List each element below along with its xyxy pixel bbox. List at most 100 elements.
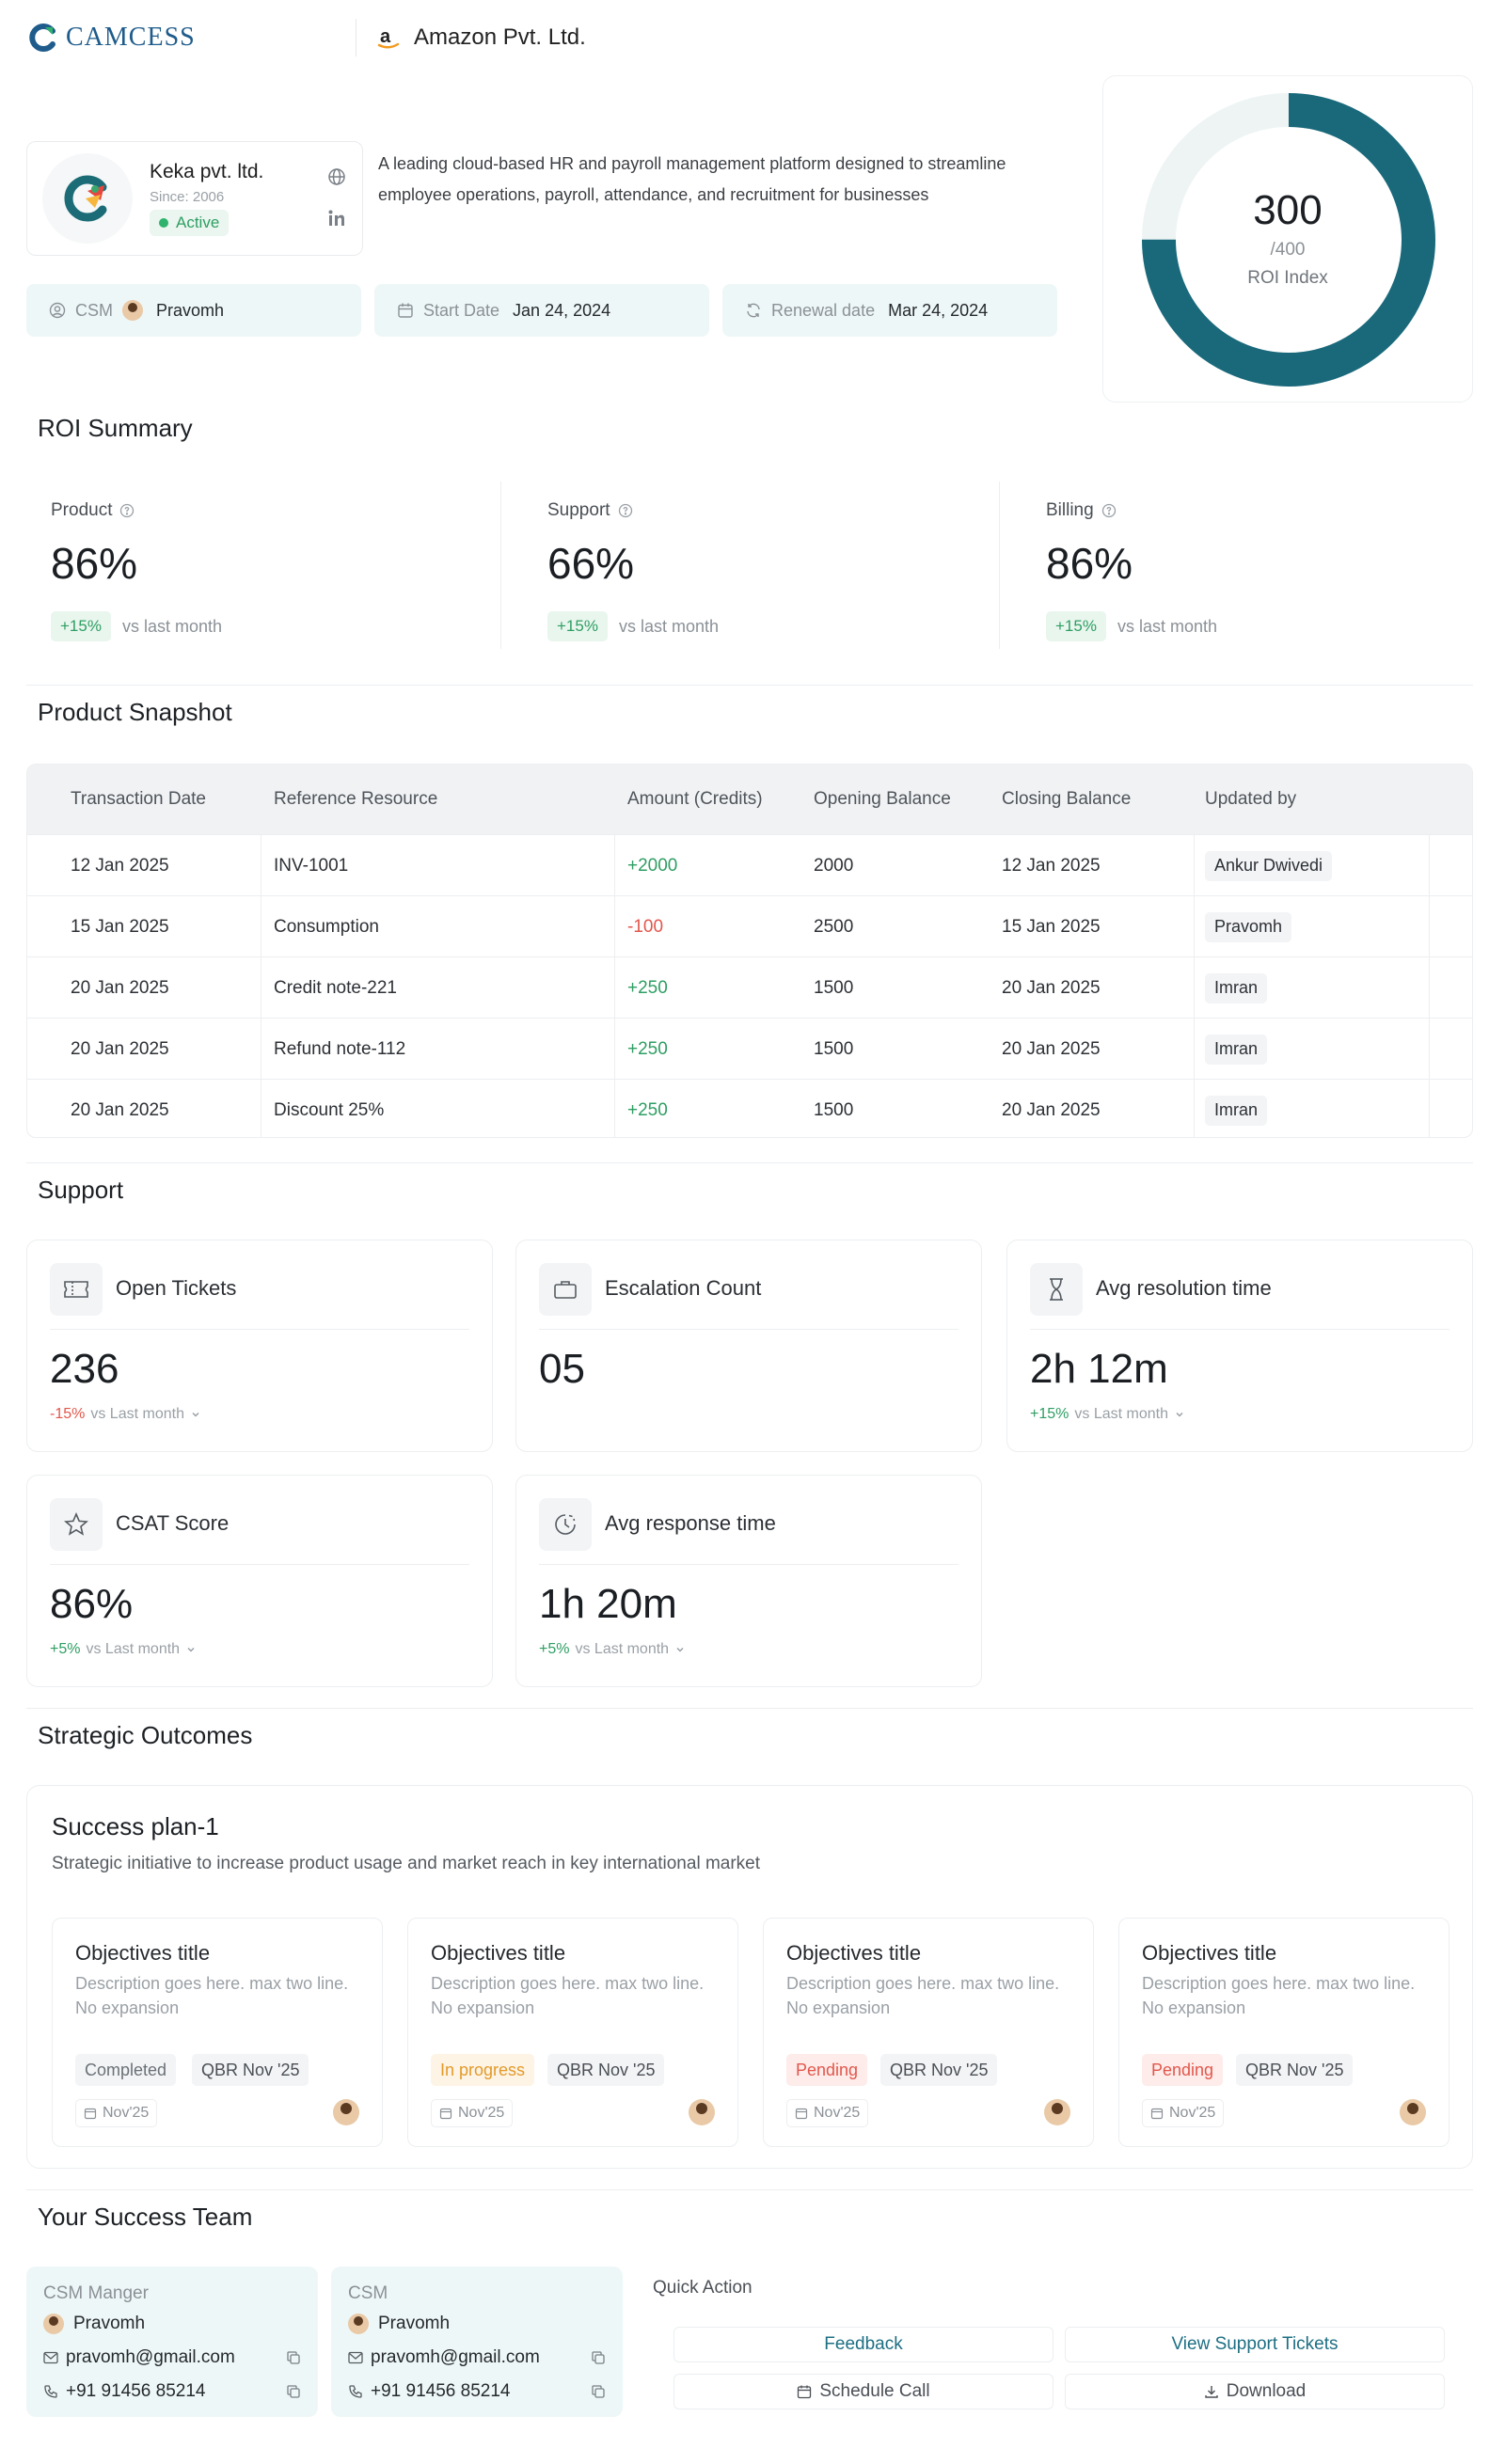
escalation-count-card[interactable]: Escalation Count 05 [515,1240,982,1452]
card-title: Avg resolution time [1096,1276,1272,1300]
cell-amount: +250 [627,977,668,998]
card-divider [539,1564,958,1565]
metric-delta: +15% [51,611,111,641]
card-value: 2h 12m [1030,1346,1168,1392]
objective-title: Objectives title [1142,1941,1277,1965]
calendar-icon [797,2384,812,2399]
avg-resolution-card[interactable]: Avg resolution time 2h 12m +15% vs Last … [1006,1240,1473,1452]
card-value: 236 [50,1346,119,1392]
open-tickets-card[interactable]: Open Tickets 236 -15% vs Last month [26,1240,493,1452]
avatar[interactable] [689,2099,715,2125]
card-value: 05 [539,1346,585,1392]
card-delta[interactable]: +5% vs Last month [50,1641,197,1658]
objective-card[interactable]: Objectives title Description goes here. … [52,1918,383,2147]
brand-logo[interactable]: CAMCESS [26,21,196,55]
updated-by-chip: Ankur Dwivedi [1205,850,1333,881]
org-name: Amazon Pvt. Ltd. [414,24,586,50]
copy-icon[interactable] [591,2350,606,2365]
table-row[interactable]: 12 Jan 2025 INV-1001 +2000 2000 12 Jan 2… [27,834,1472,895]
copy-icon[interactable] [591,2384,606,2399]
member-name: Pravomh [43,2314,145,2334]
objective-description: Description goes here. max two line. No … [786,1974,1060,2017]
avg-response-card[interactable]: Avg response time 1h 20m +5% vs Last mon… [515,1475,982,1687]
quick-action-title: Quick Action [653,2278,752,2298]
column-header[interactable]: Transaction Date [71,789,206,809]
roi-index-max: /400 [1270,240,1306,260]
member-phone[interactable]: +91 91456 85214 [371,2381,511,2401]
avatar[interactable] [1400,2099,1426,2125]
roi-summary-title: ROI Summary [38,414,193,442]
cell-ref: Discount 25% [274,1099,385,1120]
column-header[interactable]: Opening Balance [814,789,951,809]
objective-card[interactable]: Objectives title Description goes here. … [763,1918,1094,2147]
member-email[interactable]: pravomh@gmail.com [66,2347,235,2367]
team-member-card: CSM Manger Pravomh pravomh@gmail.com +91… [26,2267,318,2417]
member-phone-row: +91 91456 85214 [348,2379,606,2404]
qbr-badge: QBR Nov '25 [880,2054,998,2086]
column-header[interactable]: Closing Balance [1002,789,1132,809]
help-icon[interactable] [618,503,633,518]
metric-label: Billing [1046,500,1117,521]
updated-by-chip: Pravomh [1205,911,1292,942]
help-icon[interactable] [1101,503,1117,518]
svg-text:a: a [380,26,391,47]
linkedin-icon[interactable] [323,204,351,232]
phone-icon [43,2384,58,2399]
qbr-badge: QBR Nov '25 [1236,2054,1354,2086]
copy-icon[interactable] [286,2350,301,2365]
avatar[interactable] [1044,2099,1070,2125]
column-header[interactable]: Amount (Credits) [627,789,763,809]
briefcase-icon [539,1263,592,1316]
view-support-tickets-button[interactable]: View Support Tickets [1065,2327,1445,2362]
card-title: CSAT Score [116,1511,230,1535]
download-button[interactable]: Download [1065,2374,1445,2409]
table-row[interactable]: 20 Jan 2025 Discount 25% +250 1500 20 Ja… [27,1079,1472,1137]
csat-score-card[interactable]: CSAT Score 86% +5% vs Last month [26,1475,493,1687]
updated-by-chip: Imran [1205,972,1268,1003]
objective-card[interactable]: Objectives title Description goes here. … [407,1918,738,2147]
card-title: Escalation Count [605,1276,762,1300]
member-phone-row: +91 91456 85214 [43,2379,301,2404]
cell-amount: +250 [627,1038,668,1059]
table-row[interactable]: 20 Jan 2025 Credit note-221 +250 1500 20… [27,956,1472,1018]
card-delta[interactable]: +15% vs Last month [1030,1406,1185,1423]
roi-index-card: 300 /400 ROI Index [1102,75,1473,403]
org-switcher[interactable]: a Amazon Pvt. Ltd. [376,21,586,55]
cell-ref: INV-1001 [274,855,349,876]
due-date-tag: Nov'25 [1142,2099,1225,2127]
table-row[interactable]: 15 Jan 2025 Consumption -100 2500 15 Jan… [27,895,1472,956]
cell-closing: 20 Jan 2025 [1002,1038,1101,1059]
status-badge: Completed [75,2054,177,2086]
plan-title: Success plan-1 [52,1812,219,1840]
member-email[interactable]: pravomh@gmail.com [371,2347,540,2367]
card-delta[interactable]: -15% vs Last month [50,1406,201,1423]
qbr-badge: QBR Nov '25 [192,2054,309,2086]
company-since: Since: 2006 [150,189,225,205]
card-divider [50,1329,469,1330]
renewal-date-label: Renewal date [771,300,876,320]
column-header[interactable]: Updated by [1205,789,1297,809]
card-divider [539,1329,958,1330]
member-email-row: pravomh@gmail.com [348,2346,606,2370]
table-row[interactable]: 20 Jan 2025 Refund note-112 +250 1500 20… [27,1018,1472,1079]
objective-description: Description goes here. max two line. No … [1142,1974,1416,2017]
cell-date: 15 Jan 2025 [71,916,169,937]
member-phone[interactable]: +91 91456 85214 [66,2381,206,2401]
globe-icon[interactable] [323,163,351,191]
download-icon [1204,2384,1219,2399]
success-team-title: Your Success Team [38,2203,253,2231]
card-value: 86% [50,1581,134,1627]
column-header[interactable]: Reference Resource [274,789,438,809]
help-icon[interactable] [119,503,135,518]
avatar[interactable] [333,2099,359,2125]
delta-vs: vs Last month [1074,1406,1168,1422]
card-delta[interactable]: +5% vs Last month [539,1641,686,1658]
schedule-call-button[interactable]: Schedule Call [673,2374,1054,2409]
csm-value: Pravomh [156,300,225,320]
feedback-button[interactable]: Feedback [673,2327,1054,2362]
objective-card[interactable]: Objectives title Description goes here. … [1118,1918,1450,2147]
due-date-tag: Nov'25 [786,2099,869,2127]
section-divider [26,1708,1473,1709]
copy-icon[interactable] [286,2384,301,2399]
strategic-outcomes-title: Strategic Outcomes [38,1721,253,1749]
